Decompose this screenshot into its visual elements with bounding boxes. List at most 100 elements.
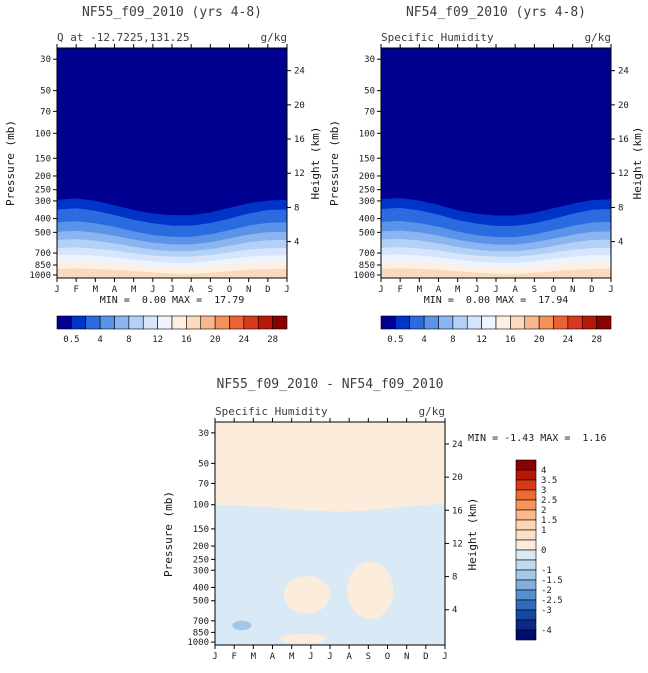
- panel-difference: NF55_f09_2010 - NF54_f09_2010 Specific H…: [162, 377, 606, 577]
- panel-title: NF54_f09_2010 (yrs 4-8): [406, 5, 586, 20]
- height-axis-label: Height (km): [466, 498, 479, 571]
- colorbar-cell: [515, 509, 537, 521]
- height-tick-label: 24: [294, 67, 305, 77]
- month-tick-label: D: [589, 285, 594, 295]
- pressure-tick-label: 400: [359, 215, 375, 225]
- colorbar-cell: [581, 315, 597, 330]
- colorbar-label: 4: [97, 335, 102, 345]
- colorbar-cell: [515, 519, 537, 531]
- month-tick-label: S: [366, 652, 371, 662]
- min-max-label: MIN = 0.00 MAX = 17.94: [424, 295, 569, 306]
- colorbar-label: 16: [505, 335, 516, 345]
- colorbar-cell: [214, 315, 230, 330]
- pressure-tick-label: 500: [359, 228, 375, 238]
- panel-subtitle: Q at -12.7225,131.25: [57, 31, 189, 44]
- pressure-tick-label: 50: [364, 87, 375, 97]
- colorbar-label: 0: [541, 546, 546, 556]
- pressure-tick-label: 30: [198, 429, 209, 439]
- pressure-tick-label: 700: [359, 249, 375, 259]
- pressure-tick-label: 500: [193, 597, 209, 607]
- height-tick-label: 8: [452, 573, 457, 583]
- colorbar-label: 0.5: [63, 335, 79, 345]
- diff-anomaly-blob-2: [280, 633, 327, 644]
- pressure-tick-label: 300: [193, 566, 209, 576]
- colorbar-cell: [114, 315, 130, 330]
- month-tick-label: J: [169, 285, 174, 295]
- colorbar-cell: [515, 499, 537, 511]
- month-tick-label: M: [251, 652, 257, 662]
- height-tick-label: 12: [294, 169, 305, 179]
- height-tick-label: 20: [618, 101, 629, 111]
- month-tick-label: J: [608, 285, 613, 295]
- colorbar-cell: [515, 459, 537, 471]
- month-tick-label: J: [493, 285, 498, 295]
- month-tick-label: A: [436, 285, 442, 295]
- colorbar-label: 20: [210, 335, 221, 345]
- colorbar-cell: [495, 315, 511, 330]
- month-tick-label: J: [54, 285, 59, 295]
- min-max-label: MIN = 0.00 MAX = 17.79: [100, 295, 245, 306]
- colorbar-label: 4: [541, 466, 546, 476]
- panel-title: NF55_f09_2010 (yrs 4-8): [82, 5, 262, 20]
- colorbar-cell: [567, 315, 583, 330]
- colorbar-cell: [515, 479, 537, 491]
- pressure-tick-label: 150: [359, 154, 375, 164]
- colorbar-cell: [452, 315, 468, 330]
- colorbar-label: 0.5: [387, 335, 403, 345]
- month-tick-label: A: [188, 285, 194, 295]
- pressure-tick-label: 250: [35, 186, 51, 196]
- colorbar-label: 12: [152, 335, 163, 345]
- pressure-tick-label: 100: [35, 129, 51, 139]
- contour-band-16: [57, 268, 287, 278]
- diff-anomaly-blob-0: [284, 576, 330, 614]
- colorbar-label: -1.5: [541, 576, 563, 586]
- month-tick-label: O: [227, 285, 232, 295]
- pressure-axis-label: Pressure (mb): [162, 491, 175, 577]
- colorbar-cell: [524, 315, 540, 330]
- pressure-tick-label: 50: [198, 459, 209, 469]
- month-tick-label: F: [73, 285, 78, 295]
- pressure-tick-label: 70: [364, 107, 375, 117]
- diff-anomaly-blob-3: [232, 620, 252, 631]
- height-tick-label: 20: [452, 473, 463, 483]
- colorbar-cell: [142, 315, 158, 330]
- colorbar-label: 24: [238, 335, 249, 345]
- pressure-tick-label: 30: [364, 55, 375, 65]
- colorbar-label: 28: [267, 335, 278, 345]
- month-tick-label: M: [289, 652, 295, 662]
- height-axis-label: Height (km): [309, 127, 322, 200]
- colorbar-label: 3.5: [541, 476, 557, 486]
- pressure-tick-label: 300: [359, 197, 375, 207]
- colorbar-label: -2: [541, 586, 552, 596]
- height-tick-label: 8: [294, 203, 299, 213]
- colorbar-cell: [438, 315, 454, 330]
- month-tick-label: J: [474, 285, 479, 295]
- height-tick-label: 24: [618, 67, 629, 77]
- colorbar-label: -3: [541, 606, 552, 616]
- panel-nf55: NF55_f09_2010 (yrs 4-8) Q at -12.7225,13…: [4, 5, 322, 306]
- month-tick-label: M: [455, 285, 461, 295]
- colorbar-cell: [515, 579, 537, 591]
- pressure-tick-label: 200: [359, 172, 375, 182]
- pressure-tick-label: 400: [35, 215, 51, 225]
- colorbar-cell: [553, 315, 569, 330]
- colorbar-label: 12: [476, 335, 487, 345]
- pressure-axis-label: Pressure (mb): [4, 120, 17, 206]
- colorbar-label: -4: [541, 626, 552, 636]
- colorbar-cell: [71, 315, 87, 330]
- colorbar-cell: [56, 315, 72, 330]
- height-tick-label: 24: [452, 440, 463, 450]
- colorbar-cell: [538, 315, 554, 330]
- colorbar-cell: [515, 589, 537, 601]
- panel-subtitle: Specific Humidity: [381, 31, 494, 44]
- colorbar-cell: [85, 315, 101, 330]
- colorbar-cell: [515, 529, 537, 541]
- pressure-tick-label: 50: [40, 87, 51, 97]
- height-axis-label: Height (km): [631, 127, 644, 200]
- colorbar-cell: [481, 315, 497, 330]
- month-tick-label: N: [246, 285, 251, 295]
- colorbar-cell: [243, 315, 259, 330]
- min-max-label: MIN = -1.43 MAX = 1.16: [468, 433, 606, 444]
- pressure-axis-label: Pressure (mb): [328, 120, 341, 206]
